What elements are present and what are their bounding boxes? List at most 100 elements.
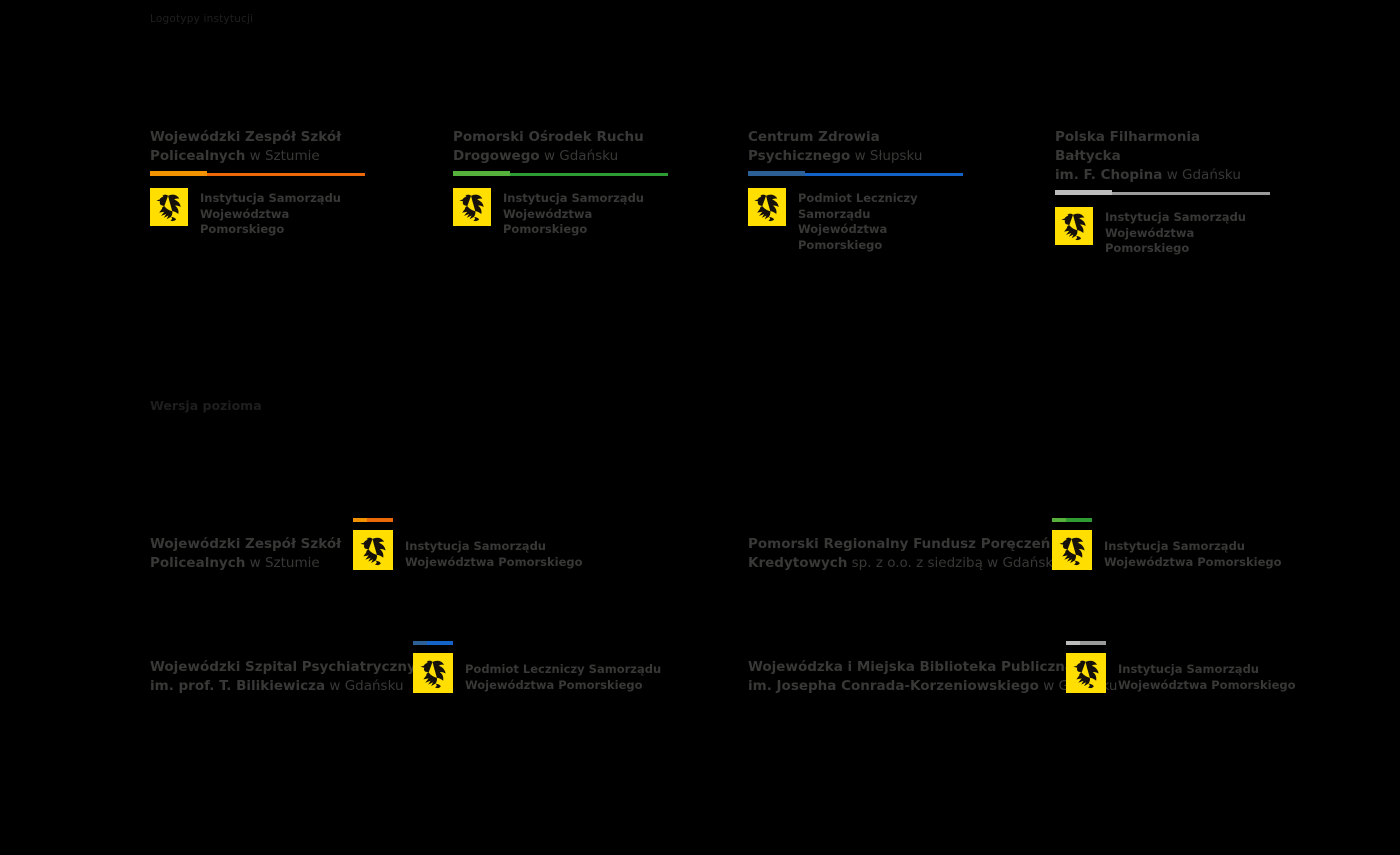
institution-name-bold: Kredytowych — [748, 555, 848, 571]
rule-line — [367, 518, 393, 522]
descriptor-line2: Województwa Pomorskiego — [1104, 554, 1282, 569]
pomeranian-griffin-icon — [1057, 535, 1088, 566]
institution-name-line1: Wojewódzki Zespół Szkół — [150, 535, 341, 554]
crest-square — [1066, 653, 1106, 693]
descriptor: Podmiot Leczniczy Samorządu Województwa … — [798, 188, 963, 253]
descriptor: Instytucja Samorządu Województwa Pomorsk… — [200, 188, 365, 238]
descriptor-line2: Województwa Pomorskiego — [1118, 677, 1296, 692]
rule-segment — [150, 171, 207, 176]
logo-block-vertical-2: Pomorski Ośrodek Ruchu Drogowego w Gdańs… — [453, 128, 668, 238]
institution-name-line1: Wojewódzki Zespół Szkół — [150, 128, 365, 147]
institution-name-bold: Wojewódzki Szpital Psychiatryczny — [150, 659, 416, 675]
crest-square — [1055, 207, 1093, 245]
rule-segment — [1052, 518, 1066, 522]
descriptor-line1: Podmiot Leczniczy Samorządu — [798, 191, 918, 221]
institution-name: Centrum Zdrowia Psychicznego w Słupsku — [748, 128, 963, 166]
crest-square — [353, 530, 393, 570]
descriptor-line2: Województwa Pomorskiego — [200, 206, 290, 237]
rule-line — [1066, 518, 1092, 522]
crest — [353, 518, 393, 570]
descriptor: Instytucja Samorządu Województwa Pomorsk… — [1104, 539, 1282, 570]
institution-name-line1: Wojewódzka i Miejska Biblioteka Publiczn… — [748, 658, 1117, 677]
descriptor-line2: Województwa Pomorskiego — [405, 554, 583, 569]
institution-name-bold: Policealnych — [150, 555, 246, 571]
institution-name-line2: Psychicznego w Słupsku — [748, 147, 963, 166]
descriptor: Instytucja Samorządu Województwa Pomorsk… — [1105, 207, 1270, 257]
crest-row: Instytucja Samorządu Województwa Pomorsk… — [453, 188, 668, 238]
rule-line — [805, 173, 963, 176]
descriptor-line1: Instytucja Samorządu — [1105, 210, 1246, 224]
institution-name-bold: im. F. Chopina — [1055, 167, 1163, 183]
crest-square — [453, 188, 491, 226]
color-rule — [453, 171, 668, 176]
institution-name-line1: Pomorski Regionalny Fundusz Poręczeń — [748, 535, 1061, 554]
institution-name-line2: Policealnych w Sztumie — [150, 147, 365, 166]
pomeranian-griffin-icon — [154, 192, 184, 222]
pomeranian-griffin-icon — [1059, 211, 1089, 241]
descriptor-line1: Instytucja Samorządu — [200, 191, 341, 205]
pomeranian-griffin-icon — [752, 192, 782, 222]
institution-name-line2: Kredytowych sp. z o.o. z siedzibą w Gdań… — [748, 554, 1061, 573]
institution-name-suffix: w Gdańsku — [325, 678, 404, 694]
color-rule — [1055, 190, 1270, 195]
descriptor-line1: Instytucja Samorządu — [405, 539, 546, 553]
descriptor: Instytucja Samorządu Województwa Pomorsk… — [405, 539, 583, 570]
crest — [413, 641, 453, 693]
descriptor-line1: Instytucja Samorządu — [503, 191, 644, 205]
institution-name-line1: Pomorski Ośrodek Ruchu — [453, 128, 668, 147]
institution-name-bold: Polska Filharmonia Bałtycka — [1055, 129, 1201, 164]
pomeranian-griffin-icon — [457, 192, 487, 222]
pomeranian-griffin-icon — [418, 658, 449, 689]
institution-name-suffix: w Sztumie — [245, 555, 320, 571]
institution-name-line1: Centrum Zdrowia — [748, 128, 963, 147]
institution-name-suffix: w Gdańsku — [1162, 167, 1241, 183]
rule-segment — [353, 518, 367, 522]
color-rule — [413, 641, 453, 645]
institution-name-bold: Wojewódzki Zespół Szkół — [150, 129, 342, 145]
crest-square — [413, 653, 453, 693]
descriptor-line2: Województwa Pomorskiego — [503, 206, 593, 237]
institution-name-line2: im. F. Chopina w Gdańsku — [1055, 166, 1270, 185]
institution-name-bold: Drogowego — [453, 148, 540, 164]
pomeranian-griffin-icon — [358, 535, 389, 566]
color-rule — [1052, 518, 1092, 522]
institution-name-bold: Wojewódzka i Miejska Biblioteka Publiczn… — [748, 659, 1075, 675]
rule-segment — [1066, 641, 1080, 645]
institution-name-line1: Polska Filharmonia Bałtycka — [1055, 128, 1270, 166]
color-rule — [748, 171, 963, 176]
crest-row: Podmiot Leczniczy Samorządu Województwa … — [748, 188, 963, 253]
rule-line — [207, 173, 365, 176]
institution-name-suffix: w Sztumie — [245, 148, 320, 164]
descriptor: Instytucja Samorządu Województwa Pomorsk… — [503, 188, 668, 238]
institution-name-suffix: w Słupsku — [850, 148, 923, 164]
institution-name-line2: Drogowego w Gdańsku — [453, 147, 668, 166]
institution-name-bold: im. Josepha Conrada-Korzeniowskiego — [748, 678, 1039, 694]
crest-square — [748, 188, 786, 226]
crest-square — [150, 188, 188, 226]
crest-square — [1052, 530, 1092, 570]
color-rule — [150, 171, 365, 176]
descriptor: Instytucja Samorządu Województwa Pomorsk… — [1118, 662, 1296, 693]
institution-name: Pomorski Ośrodek Ruchu Drogowego w Gdańs… — [453, 128, 668, 166]
rule-segment — [1055, 190, 1112, 195]
crest-row: Instytucja Samorządu Województwa Pomorsk… — [1055, 207, 1270, 257]
institution-name-bold: Pomorski Ośrodek Ruchu — [453, 129, 644, 145]
rule-segment — [453, 171, 510, 176]
pomeranian-griffin-icon — [1071, 658, 1102, 689]
logo-block-vertical-4: Polska Filharmonia Bałtycka im. F. Chopi… — [1055, 128, 1270, 257]
descriptor-line1: Instytucja Samorządu — [1104, 539, 1245, 553]
institution-name: Wojewódzki Szpital Psychiatryczny im. pr… — [150, 658, 416, 696]
rule-line — [1112, 192, 1270, 195]
descriptor-line1: Podmiot Leczniczy Samorządu — [465, 662, 662, 676]
institution-name: Wojewódzka i Miejska Biblioteka Publiczn… — [748, 658, 1117, 696]
section-heading: Wersja pozioma — [150, 398, 262, 413]
institution-name: Wojewódzki Zespół Szkół Policealnych w S… — [150, 535, 341, 573]
logo-block-vertical-3: Centrum Zdrowia Psychicznego w Słupsku P… — [748, 128, 963, 253]
descriptor-line1: Instytucja Samorządu — [1118, 662, 1259, 676]
rule-line — [1080, 641, 1106, 645]
institution-name-line2: im. Josepha Conrada-Korzeniowskiego w Gd… — [748, 677, 1117, 696]
institution-name-bold: Centrum Zdrowia — [748, 129, 880, 145]
descriptor-line2: Województwa Pomorskiego — [465, 677, 643, 692]
institution-name-bold: im. prof. T. Bilikiewicza — [150, 678, 326, 694]
